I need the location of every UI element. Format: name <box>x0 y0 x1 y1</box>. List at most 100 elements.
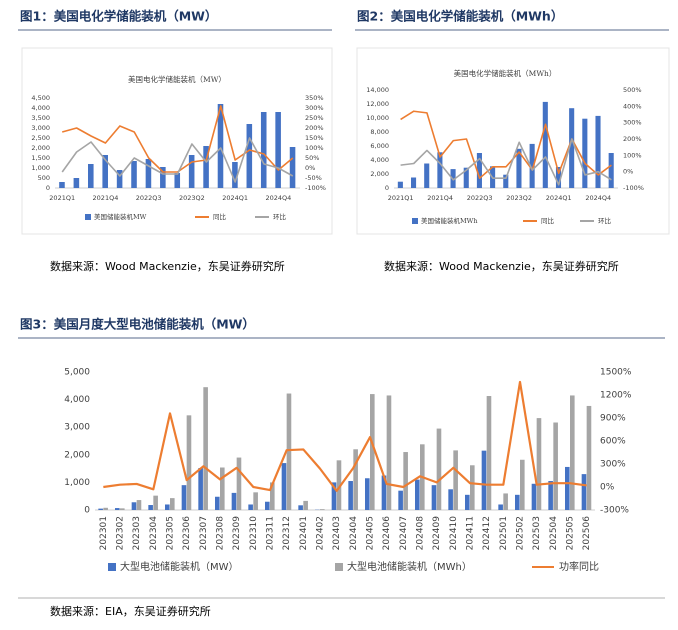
bar <box>595 115 601 188</box>
legend-label: 同比 <box>213 212 227 221</box>
y-tick-label: 2,000 <box>370 170 389 178</box>
y2-tick-label: 200% <box>305 124 324 132</box>
bar <box>515 494 520 510</box>
bar <box>555 167 562 188</box>
bar <box>102 155 108 188</box>
bar <box>231 492 237 510</box>
bar <box>470 465 475 510</box>
x-tick-label: 2024Q1 <box>222 194 248 202</box>
bar <box>608 153 614 188</box>
bar <box>381 475 387 510</box>
bar <box>424 163 430 188</box>
bar <box>286 393 292 510</box>
bar <box>463 167 469 188</box>
x-tick-label: 202506 <box>582 516 592 551</box>
bar <box>448 489 453 510</box>
y-tick-label: 8,000 <box>370 128 389 136</box>
x-tick-label: 202501 <box>499 516 509 550</box>
y-tick-label: 1,500 <box>31 154 50 162</box>
figure-title: 图3：美国月度大型电池储能装机（MW） <box>20 317 255 332</box>
bar <box>253 492 258 510</box>
y-tick-label: 1,000 <box>31 164 50 172</box>
y2-tick-label: -300% <box>600 506 629 516</box>
bar <box>481 450 487 510</box>
y2-tick-label: 100% <box>623 151 642 159</box>
y-tick-label: 1,000 <box>64 478 90 488</box>
y-tick-label: 10,000 <box>366 114 389 122</box>
y-tick-label: 0 <box>84 506 90 516</box>
bar <box>486 396 492 510</box>
x-tick-label: 202404 <box>349 516 359 551</box>
bar <box>160 167 166 188</box>
bar <box>73 178 80 188</box>
bar <box>270 482 275 510</box>
bar <box>103 507 108 510</box>
x-tick-label: 202312 <box>282 516 292 550</box>
figure-title: 图2：美国电化学储能装机（MWh） <box>357 9 563 24</box>
y2-tick-label: 600% <box>600 437 626 447</box>
bar <box>181 485 187 510</box>
bar <box>281 463 287 510</box>
bar <box>275 112 281 188</box>
chart-frame <box>21 47 333 235</box>
y2-tick-label: -100% <box>305 184 326 192</box>
bar <box>246 124 253 188</box>
x-tick-label: 202408 <box>416 516 426 551</box>
bar <box>198 468 203 510</box>
bar <box>59 182 65 188</box>
bar <box>386 395 392 510</box>
bar <box>331 482 337 510</box>
bar <box>516 148 522 188</box>
bar <box>403 452 408 510</box>
bar <box>120 508 125 510</box>
bar <box>265 501 270 510</box>
y2-tick-label: 200% <box>623 135 642 143</box>
x-tick-label: 202307 <box>199 516 209 550</box>
bar <box>336 460 342 510</box>
y2-tick-label: 100% <box>305 144 324 152</box>
bar <box>203 387 208 510</box>
x-tick-label: 202403 <box>332 516 342 550</box>
bar <box>548 481 553 510</box>
bar <box>453 450 458 510</box>
source: 数据来源：EIA，东吴证券研究所 <box>50 604 211 618</box>
x-tick-label: 202301 <box>99 516 109 550</box>
bar <box>370 394 375 510</box>
x-tick-label: 2024Q4 <box>265 194 291 202</box>
x-tick-label: 202407 <box>399 516 409 550</box>
y-tick-label: 3,500 <box>31 114 50 122</box>
y2-tick-label: 400% <box>623 102 642 110</box>
x-tick-label: 202303 <box>132 516 142 550</box>
bar <box>529 143 535 188</box>
x-tick-label: 2023Q2 <box>179 194 205 202</box>
bar <box>582 118 588 188</box>
bar <box>570 395 575 510</box>
x-tick-label: 2024Q1 <box>546 194 572 202</box>
bar <box>131 502 137 510</box>
y-tick-label: 0 <box>46 184 50 192</box>
x-tick-label: 202405 <box>366 516 376 550</box>
x-tick-label: 202410 <box>449 516 459 551</box>
line <box>61 137 294 183</box>
bar <box>565 466 570 510</box>
y-tick-label: 500 <box>38 174 50 182</box>
line <box>61 105 294 173</box>
y-tick-label: 6,000 <box>370 142 389 150</box>
x-tick-label: 202406 <box>382 516 392 551</box>
x-tick-label: 2021Q4 <box>93 194 119 202</box>
x-tick-label: 202311 <box>266 516 276 550</box>
x-tick-label: 202411 <box>466 516 476 550</box>
bar <box>398 490 403 510</box>
y-tick-label: 4,500 <box>31 94 50 102</box>
bar <box>348 481 353 510</box>
y2-tick-label: 250% <box>305 114 324 122</box>
bar <box>410 177 417 188</box>
bar <box>186 415 192 510</box>
bar <box>145 159 152 188</box>
bar <box>303 500 308 510</box>
figure-title: 图1：美国电化学储能装机（MW） <box>20 9 217 24</box>
y2-tick-label: -50% <box>305 174 322 182</box>
legend-label: 环比 <box>273 212 287 221</box>
y2-tick-label: 0% <box>623 168 633 176</box>
